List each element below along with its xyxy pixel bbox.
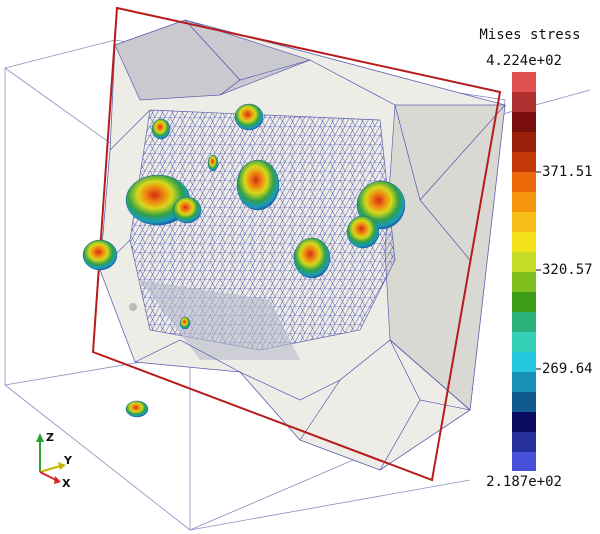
axes-triad: Z Y X <box>36 431 73 490</box>
scene: Z Y X Mises stress <box>0 0 600 534</box>
axis-label: X <box>62 477 71 490</box>
legend-label: 4.224e+02 <box>486 53 562 69</box>
legend-label: 269.64 <box>542 361 593 377</box>
legend-title: Mises stress <box>479 27 580 43</box>
legend-label: 371.51 <box>542 164 593 180</box>
legend-label: 2.187e+02 <box>486 474 562 490</box>
legend-label: 320.57 <box>542 262 593 278</box>
axis-label: Y <box>63 454 73 467</box>
color-bar <box>512 72 541 471</box>
color-legend: Mises stress 4.224e+02 <box>479 27 592 490</box>
axis-label: Z <box>46 431 54 444</box>
